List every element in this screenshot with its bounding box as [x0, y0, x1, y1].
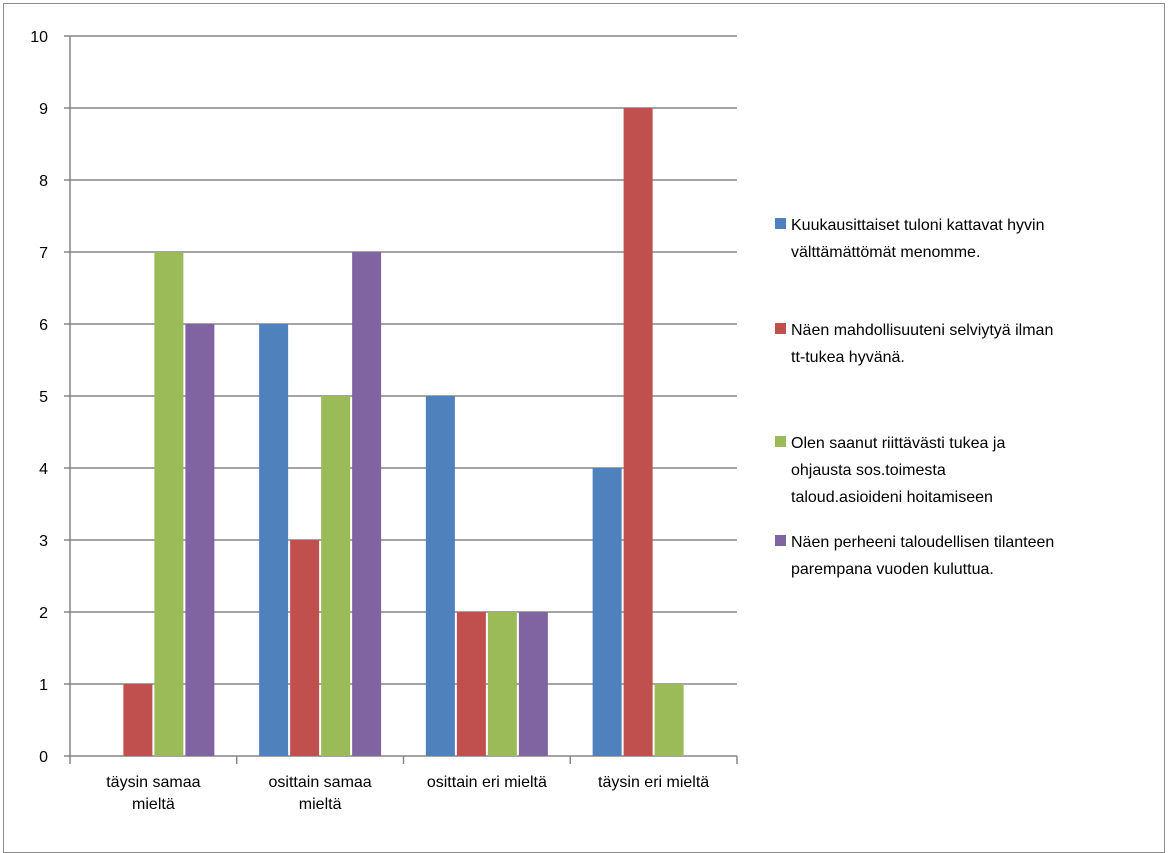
legend-entry: Olen saanut riittävästi tukea ja	[791, 435, 1005, 452]
bar	[518, 612, 548, 756]
y-tick-label: 8	[39, 173, 48, 190]
y-tick-label: 5	[39, 389, 48, 406]
bar	[259, 324, 289, 756]
bar	[487, 612, 517, 756]
legend-swatch	[775, 323, 786, 334]
legend-entry: välttämättömät menomme.	[791, 244, 980, 261]
legend-entry: taloud.asioideni hoitamiseen	[791, 489, 993, 506]
bar	[592, 468, 622, 756]
legend-swatch	[775, 436, 786, 447]
bar	[654, 684, 684, 756]
y-tick-label: 10	[30, 29, 48, 46]
y-tick-label: 3	[39, 533, 48, 550]
y-tick-label: 4	[39, 461, 48, 478]
bar	[321, 396, 351, 756]
x-category-label: mieltä	[299, 796, 342, 813]
legend-swatch	[775, 218, 786, 229]
y-tick-label: 9	[39, 101, 48, 118]
y-tick-label: 6	[39, 317, 48, 334]
legend-entry: Näen mahdollisuuteni selviytyä ilman	[791, 322, 1053, 339]
legend-entry: Kuukausittaiset tuloni kattavat hyvin	[791, 217, 1044, 234]
x-category-label: täysin eri mieltä	[598, 774, 709, 791]
y-tick-label: 7	[39, 245, 48, 262]
legend-entry: Näen perheeni taloudellisen tilanteen	[791, 534, 1054, 551]
x-category-label: osittain eri mieltä	[427, 774, 547, 791]
bar	[425, 396, 455, 756]
x-category-label: täysin samaa	[106, 774, 200, 791]
bar	[123, 684, 153, 756]
legend-entry: ohjausta sos.toimesta	[791, 462, 946, 479]
bar	[456, 612, 486, 756]
x-category-label: osittain samaa	[269, 774, 372, 791]
legend-entry: tt-tukea hyvänä.	[791, 349, 905, 366]
bar	[623, 108, 653, 756]
y-tick-label: 0	[39, 749, 48, 766]
bar	[185, 324, 215, 756]
legend-entry: parempana vuoden kuluttua.	[791, 561, 994, 578]
x-category-label: mieltä	[132, 796, 175, 813]
legend-swatch	[775, 535, 786, 546]
bar	[154, 252, 184, 756]
y-tick-label: 1	[39, 677, 48, 694]
y-tick-label: 2	[39, 605, 48, 622]
bar	[352, 252, 382, 756]
bar	[290, 540, 320, 756]
